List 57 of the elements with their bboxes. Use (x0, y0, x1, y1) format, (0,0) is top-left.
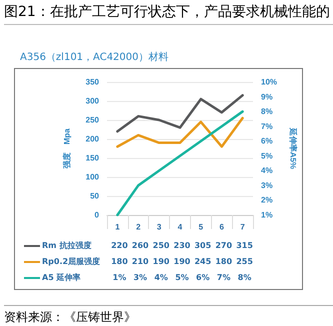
y2-axis-title: 延伸率A5% (288, 126, 298, 170)
y-tick-label: 50 (90, 192, 100, 200)
y-tick-label: 100 (86, 172, 100, 182)
y2-tick-label: 6% (261, 136, 273, 146)
data-label: 220 (110, 240, 129, 252)
data-label: 180 (214, 256, 234, 268)
legend-label: A5 延伸率 (42, 273, 81, 282)
legend-label: Rm 抗拉强度 (42, 241, 92, 250)
y-axis-title: 强度 Mpa (62, 128, 72, 168)
x-tick-label: 6 (219, 222, 224, 232)
y2-tick-label: 2% (261, 196, 273, 205)
data-label: 260 (130, 240, 150, 252)
data-label: 4% (153, 272, 169, 284)
data-label: 210 (130, 256, 150, 268)
data-label: 7% (216, 272, 232, 284)
data-label: 3% (132, 272, 148, 284)
data-label: 190 (152, 256, 170, 268)
data-label: 250 (152, 240, 170, 252)
line-series (116, 110, 244, 216)
x-tick-label: 2 (136, 222, 142, 232)
text: 资料来源：《压铸世界》 (4, 305, 333, 326)
y-tick-label: 0 (94, 210, 100, 220)
y2-tick-label: 4% (261, 166, 273, 176)
chart-subtitle: A356（zl101，AC42000）材料 (20, 50, 169, 64)
data-label: 245 (193, 256, 212, 268)
y2-tick-label: 1% (261, 210, 273, 220)
y2-tick-label: 3% (261, 180, 273, 190)
data-label: 315 (235, 240, 254, 252)
data-label: 305 (193, 240, 212, 252)
legend-label: Rp0.2屈服强度 (42, 257, 100, 266)
y2-tick-label: 5% (261, 151, 273, 160)
line-series (116, 94, 244, 133)
chart-title: 图21：在批产工艺可行状态下，产品要求机械性能的 (4, 3, 333, 25)
y2-tick-label: 9% (261, 92, 273, 102)
data-label: 190 (172, 256, 192, 268)
line-series (116, 116, 244, 148)
y-tick-label: 150 (86, 154, 100, 162)
x-tick-label: 3 (156, 222, 162, 232)
y2-tick-label: 8% (261, 107, 273, 116)
data-label: 1% (112, 272, 128, 284)
x-tick-label: 1 (115, 222, 120, 232)
x-tick-label: 4 (178, 222, 183, 232)
y2-tick-label: 10% (261, 78, 278, 86)
data-label: 255 (235, 256, 254, 268)
y-tick-label: 250 (86, 116, 100, 124)
data-label: 270 (214, 240, 234, 252)
y-tick-label: 200 (86, 134, 100, 144)
data-label: 6% (195, 272, 211, 284)
y-tick-label: 350 (86, 78, 100, 86)
x-tick-label: 7 (240, 222, 246, 232)
y-tick-label: 300 (86, 96, 100, 106)
data-label: 8% (236, 272, 252, 284)
data-label: 180 (110, 256, 129, 268)
x-tick-label: 5 (198, 222, 204, 232)
data-label: 230 (172, 240, 192, 252)
data-label: 5% (174, 272, 190, 284)
y2-tick-label: 7% (261, 122, 273, 131)
